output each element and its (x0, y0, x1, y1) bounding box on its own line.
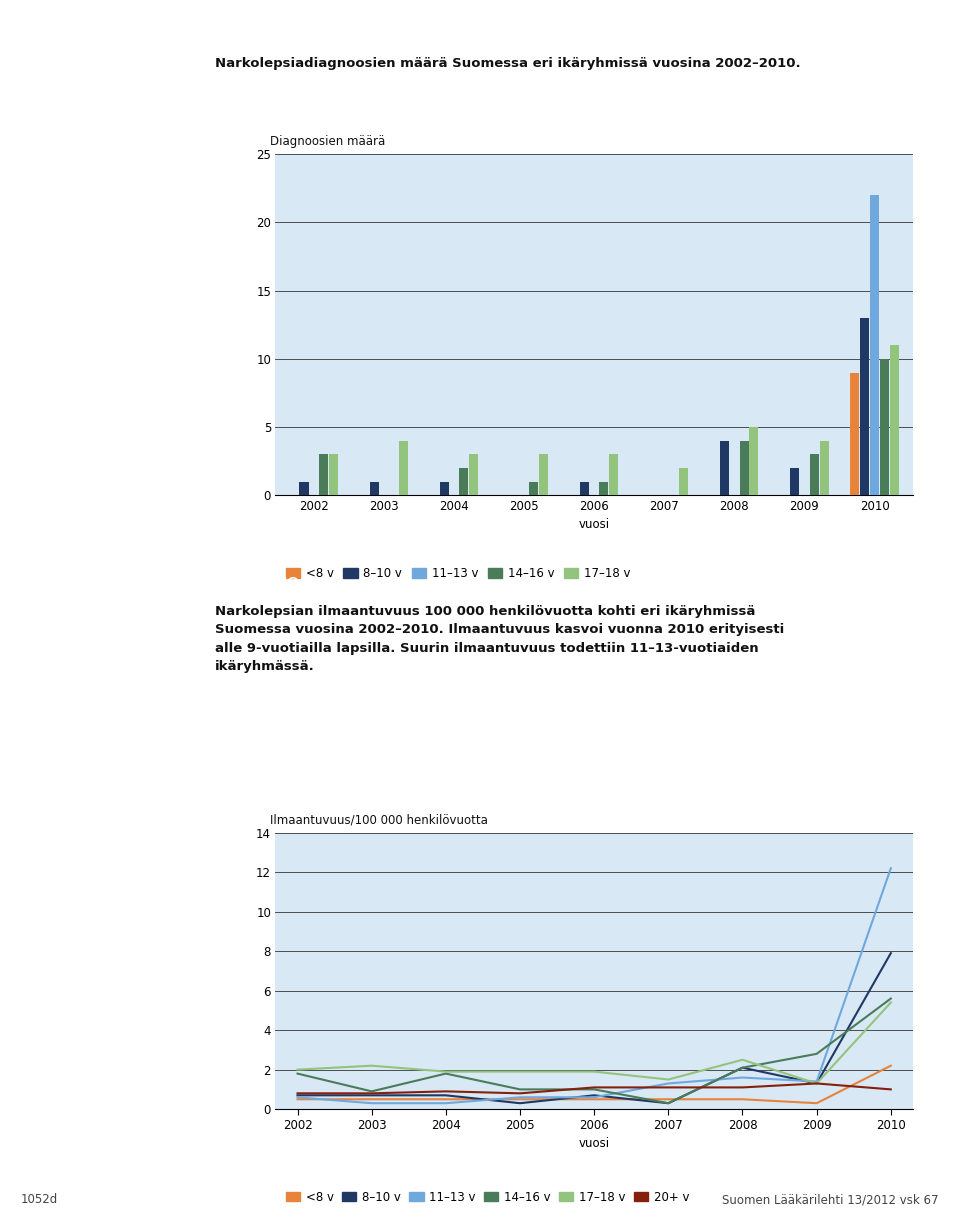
Bar (790, 468, 799, 496)
Text: LIITEKUVIO 2.: LIITEKUVIO 2. (215, 576, 318, 589)
Bar (399, 441, 408, 496)
Bar (529, 482, 539, 496)
Bar (540, 454, 548, 496)
Bar (300, 482, 308, 496)
Bar (440, 482, 448, 496)
Bar (319, 454, 328, 496)
Bar (599, 482, 609, 496)
Bar (750, 427, 758, 496)
Legend: <8 v, 8–10 v, 11–13 v, 14–16 v, 17–18 v, 20+ v: <8 v, 8–10 v, 11–13 v, 14–16 v, 17–18 v,… (281, 1186, 694, 1209)
Bar (370, 482, 378, 496)
Bar (580, 482, 588, 496)
Text: 1052d: 1052d (21, 1193, 59, 1206)
Bar (469, 454, 478, 496)
Bar (459, 468, 468, 496)
Text: Narkolepsian ilmaantuvuus 100 000 henkilövuotta kohti eri ikäryhmissä
Suomessa v: Narkolepsian ilmaantuvuus 100 000 henkil… (215, 604, 784, 674)
Bar (610, 454, 618, 496)
Bar (809, 454, 819, 496)
Bar (860, 317, 869, 496)
Text: LIITEKUVIO 1.: LIITEKUVIO 1. (215, 20, 318, 32)
Text: Ilmaantuvuus/100 000 henkilövuotta: Ilmaantuvuus/100 000 henkilövuotta (271, 813, 489, 827)
Text: Diagnoosien määrä: Diagnoosien määrä (271, 136, 386, 148)
Bar (720, 441, 729, 496)
Bar (879, 359, 889, 496)
X-axis label: vuosi: vuosi (579, 518, 610, 531)
Bar (329, 454, 338, 496)
Bar (739, 441, 749, 496)
Bar (820, 441, 828, 496)
Bar (680, 468, 688, 496)
Bar (870, 195, 879, 496)
Text: Narkolepsiadiagnoosien määrä Suomessa eri ikäryhmissä vuosina 2002–2010.: Narkolepsiadiagnoosien määrä Suomessa er… (215, 57, 801, 70)
Bar (890, 346, 899, 496)
Bar (851, 372, 859, 496)
X-axis label: vuosi: vuosi (579, 1138, 610, 1150)
Legend: <8 v, 8–10 v, 11–13 v, 14–16 v, 17–18 v: <8 v, 8–10 v, 11–13 v, 14–16 v, 17–18 v (281, 563, 636, 585)
Text: Suomen Lääkärilehti 13/2012 vsk 67: Suomen Lääkärilehti 13/2012 vsk 67 (722, 1193, 939, 1206)
